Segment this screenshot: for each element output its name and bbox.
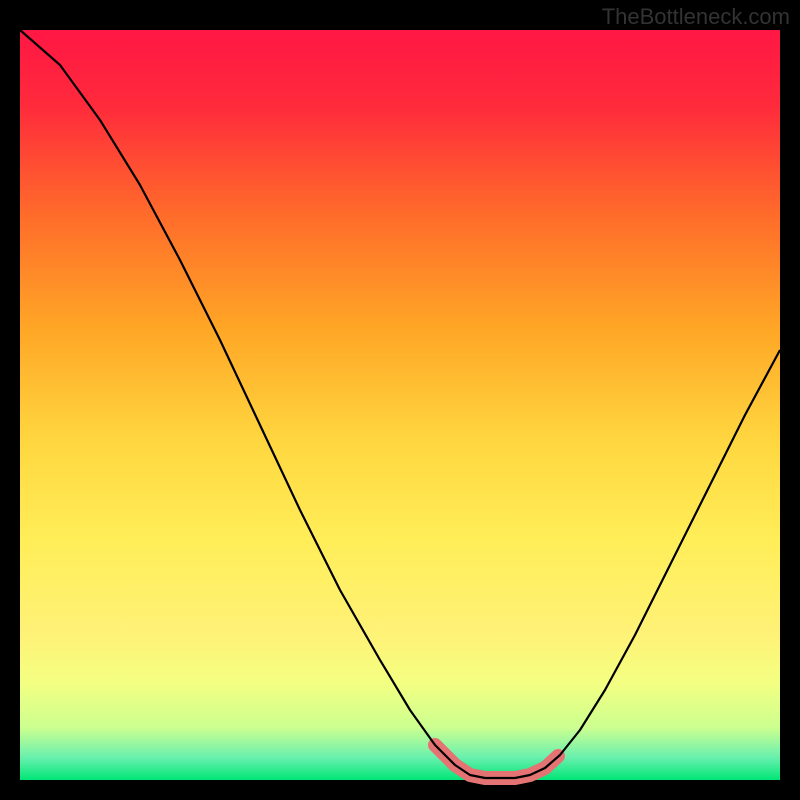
plot-area — [20, 30, 780, 780]
chart-svg — [0, 0, 800, 800]
watermark-text: TheBottleneck.com — [602, 4, 790, 30]
bottleneck-chart: TheBottleneck.com — [0, 0, 800, 800]
